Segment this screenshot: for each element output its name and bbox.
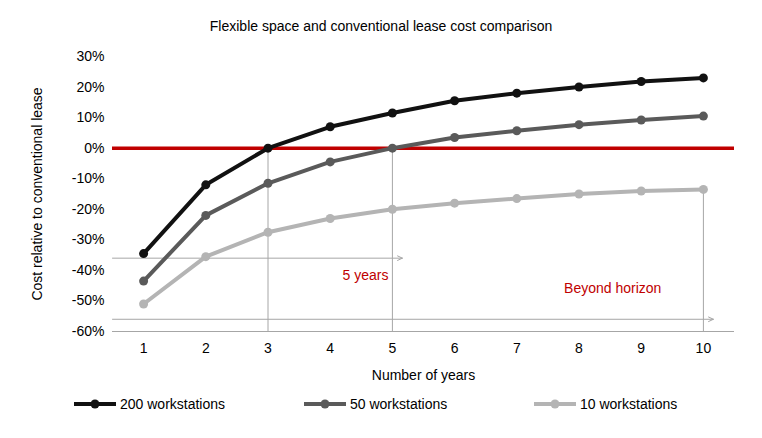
- html-text:50 workstations: 50 workstations: [350, 396, 448, 412]
- svg-text:5: 5: [389, 340, 397, 356]
- svg-text:-40%: -40%: [72, 262, 105, 278]
- svg-text:8: 8: [575, 340, 583, 356]
- svg-text:-20%: -20%: [72, 201, 105, 217]
- svg-text:-50%: -50%: [72, 292, 105, 308]
- svg-text:1: 1: [140, 340, 148, 356]
- svg-text:Beyond horizon: Beyond horizon: [564, 280, 661, 296]
- svg-text:-30%: -30%: [72, 231, 105, 247]
- svg-text:4: 4: [326, 340, 334, 356]
- svg-text:7: 7: [513, 340, 521, 356]
- svg-text:-60%: -60%: [72, 323, 105, 339]
- svg-text:6: 6: [451, 340, 459, 356]
- svg-text:9: 9: [637, 340, 645, 356]
- html-text:200 workstations: 200 workstations: [120, 396, 226, 412]
- html-text:10 workstations: 10 workstations: [580, 396, 678, 412]
- svg-text:10%: 10%: [76, 109, 104, 125]
- svg-text:Number of years: Number of years: [372, 367, 475, 383]
- html-text:Flexible space and conventiona: Flexible space and conventional lease co…: [209, 18, 553, 34]
- svg-text:20%: 20%: [76, 79, 104, 95]
- svg-text:10: 10: [696, 340, 712, 356]
- svg-text:-10%: -10%: [72, 170, 105, 186]
- svg-text:30%: 30%: [76, 48, 104, 64]
- svg-text:5 years: 5 years: [342, 267, 388, 283]
- svg-text:0%: 0%: [84, 140, 104, 156]
- svg-text:2: 2: [202, 340, 210, 356]
- svg-text:3: 3: [264, 340, 272, 356]
- svg-text:Cost relative to conventional: Cost relative to conventional lease: [29, 87, 45, 300]
